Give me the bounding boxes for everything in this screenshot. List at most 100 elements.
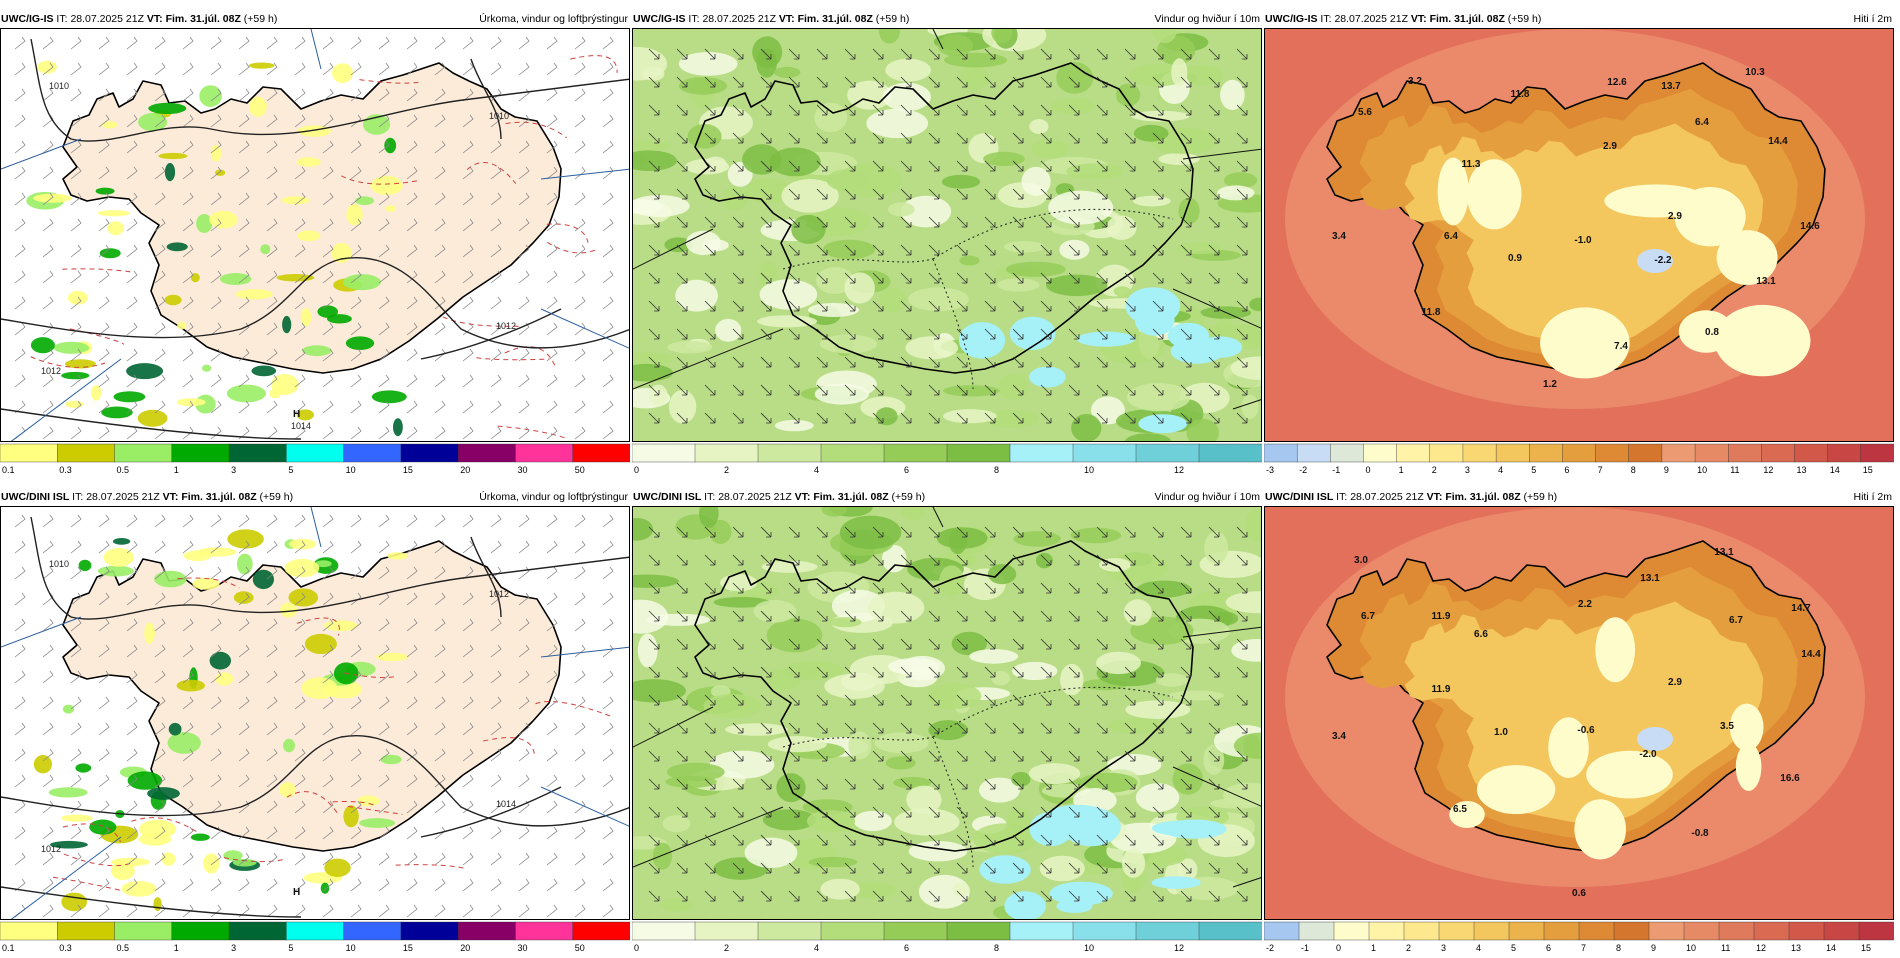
precip-cell xyxy=(209,651,231,670)
wind-speed-patch xyxy=(875,407,898,426)
it-label: IT: xyxy=(72,491,84,503)
wind-speed-patch xyxy=(1051,98,1096,115)
temperature-value: 11.9 xyxy=(1432,684,1451,695)
panel-title: Úrkoma, vindur og loftþrýstingur xyxy=(479,491,628,503)
dashed-contour xyxy=(69,328,125,345)
colorbar-swatch xyxy=(820,921,885,941)
init-time: 28.07.2025 21Z xyxy=(718,491,792,503)
precip-cell xyxy=(67,290,88,305)
map-view[interactable]: 3.2 11.8 12.6 13.7 10.3 5.6 11.3 2.9 6.4 14.4 2.9 1… xyxy=(1264,28,1894,442)
gust-area xyxy=(1161,819,1227,839)
precip-cell xyxy=(111,861,135,881)
colorbar-swatch xyxy=(457,443,516,463)
panel-header: UWC/IG-IS IT: 28.07.2025 21Z VT: Fim. 31… xyxy=(0,10,630,28)
colorbar-tick: 13 xyxy=(1797,465,1807,475)
colorbar-tick: 0.3 xyxy=(59,943,72,953)
region-border xyxy=(782,208,1174,390)
wind-speed-patch xyxy=(882,82,931,112)
colorbar-swatch xyxy=(1072,921,1137,941)
precip-cell xyxy=(284,558,320,578)
colorbar-tick: 4 xyxy=(1476,943,1481,953)
gust-area xyxy=(1134,304,1175,336)
precip-cell xyxy=(324,858,351,877)
temperature-value: 1.0 xyxy=(1494,727,1508,738)
colorbar-tick: -1 xyxy=(1301,943,1309,953)
precip-cell xyxy=(248,62,275,69)
dashed-contour xyxy=(483,737,535,756)
wind-speed-patch xyxy=(1005,261,1066,277)
it-label: IT: xyxy=(688,13,700,25)
temperature-value: 2.9 xyxy=(1668,677,1682,688)
colorbar-swatch xyxy=(286,921,345,941)
wind-speed-patch xyxy=(668,389,697,424)
temperature-value: 14.7 xyxy=(1791,603,1811,614)
colorbar-swatch xyxy=(1495,443,1530,463)
map-view[interactable]: 1010 1010 1012 1012 1014 H xyxy=(0,28,630,442)
wind-speed-patch xyxy=(1186,418,1219,441)
wind-speed-patch xyxy=(762,809,816,831)
wind-speed-patch xyxy=(1011,772,1031,787)
map-view[interactable]: 1010 1012 1012 1014 H xyxy=(0,506,630,920)
wind-speed-patch xyxy=(1133,124,1169,142)
colorbar-legend: -3 -2 -1 0 1 2 3 4 5 6 7 8 9 10 11 12 13 14 15 xyxy=(1264,442,1894,480)
gust-area xyxy=(1138,414,1188,434)
gust-area xyxy=(1004,891,1046,919)
wind-speed-patch xyxy=(1029,119,1049,134)
wind-speed-patch xyxy=(1172,763,1204,795)
precip-cell xyxy=(177,321,187,330)
precip-cell xyxy=(153,897,162,912)
colorbar-swatch xyxy=(1368,921,1405,941)
colorbar-swatch xyxy=(1135,443,1200,463)
colorbar-tick: 15 xyxy=(403,943,413,953)
temperature-value: 3.2 xyxy=(1408,76,1422,87)
precip-cell xyxy=(236,553,253,575)
wind-speed-patch xyxy=(725,723,788,736)
map-view[interactable] xyxy=(632,506,1262,920)
gust-area xyxy=(979,855,1031,884)
isobar xyxy=(470,58,502,140)
precip-cell xyxy=(385,205,396,212)
colorbar-tick: 0.1 xyxy=(2,943,15,953)
precip-cell xyxy=(61,371,90,380)
vt-label: VT: xyxy=(794,491,811,503)
dashed-contour xyxy=(359,79,421,84)
wind-speed-patch xyxy=(1217,185,1255,201)
colorbar-tick: 2 xyxy=(724,943,729,953)
isobar xyxy=(420,786,562,838)
colorbar-swatch xyxy=(1298,921,1335,941)
colorbar-swatch xyxy=(1333,921,1370,941)
gust-area xyxy=(958,322,1006,359)
cold-area xyxy=(1586,750,1673,799)
cold-area xyxy=(1729,703,1764,751)
wind-speed-patch xyxy=(660,898,693,912)
precip-cell xyxy=(196,547,237,557)
temperature-value: 13.1 xyxy=(1756,276,1776,287)
precip-cell xyxy=(280,602,298,618)
init-time: 28.07.2025 21Z xyxy=(86,491,160,503)
colorbar-tick: 6 xyxy=(904,465,909,475)
precip-cell xyxy=(300,308,312,327)
colorbar-swatch xyxy=(1363,443,1398,463)
map-view[interactable] xyxy=(632,28,1262,442)
colorbar-tick: 3 xyxy=(231,943,236,953)
it-label: IT: xyxy=(1320,13,1332,25)
colorbar-swatch xyxy=(757,921,822,941)
precip-cell xyxy=(144,622,155,645)
isobar xyxy=(420,308,562,360)
wind-speed-patch xyxy=(1021,166,1051,196)
precip-cell xyxy=(384,137,397,154)
wind-speed-patch xyxy=(1220,79,1245,110)
temp-band xyxy=(1404,601,1764,825)
precip-cell xyxy=(317,305,339,318)
temperature-value: -2.2 xyxy=(1654,255,1672,266)
precip-cell xyxy=(53,341,90,354)
precip-cell xyxy=(323,620,358,632)
map-view[interactable]: 3.0 13.1 6.7 11.9 13.1 2.2 6.7 14.7 6.6 14.4 11.9 2… xyxy=(1264,506,1894,920)
colorbar-tick: 0.3 xyxy=(59,465,72,475)
wind-speed-patch xyxy=(866,108,929,139)
wind-speed-patch xyxy=(1048,190,1114,225)
colorbar-swatch xyxy=(572,443,630,463)
wind-speed-patch xyxy=(685,230,721,256)
colorbar: 0.1 0.3 0.5 1 3 5 10 15 20 30 50 xyxy=(0,443,630,475)
wind-speed-patch xyxy=(759,279,818,310)
